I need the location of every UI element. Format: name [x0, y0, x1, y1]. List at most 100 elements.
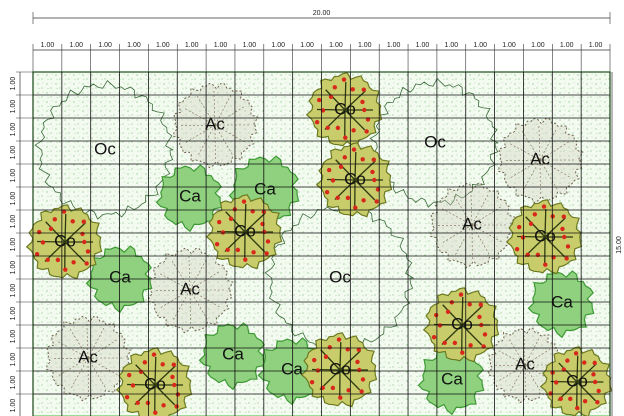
- flower: [565, 244, 571, 249]
- flower: [325, 125, 330, 131]
- flower: [151, 352, 157, 357]
- column-dimension: 1.00: [329, 42, 343, 49]
- shrub-branch: [498, 350, 526, 366]
- flower: [359, 389, 364, 394]
- tree-branch: [154, 365, 176, 386]
- flower: [558, 396, 563, 402]
- flower: [172, 382, 177, 388]
- column-dimension: 1.00: [41, 42, 55, 49]
- plant-label: Co: [144, 374, 166, 393]
- flower: [548, 391, 553, 396]
- flower: [468, 343, 473, 348]
- shrub-branch: [189, 271, 219, 291]
- shrub-branch: [499, 364, 526, 381]
- shrub-branch: [86, 324, 89, 359]
- row-dimension: 1.00: [10, 261, 17, 275]
- flower: [350, 87, 355, 92]
- shrub-branch: [214, 94, 232, 126]
- flower: [135, 400, 140, 406]
- flower: [362, 107, 367, 113]
- shrub-branch: [185, 124, 216, 143]
- tree-branch: [339, 341, 342, 371]
- flower: [364, 129, 369, 134]
- tree-branch: [320, 349, 341, 371]
- flower: [217, 219, 222, 225]
- tree-branch: [576, 381, 597, 402]
- flower: [360, 99, 365, 105]
- tree-canopy-outline: [34, 79, 174, 220]
- flower: [452, 340, 458, 346]
- shrub-branch: [87, 357, 118, 376]
- plant-label: Ac: [78, 347, 98, 366]
- tree-branch: [576, 355, 579, 383]
- flower: [330, 178, 336, 183]
- flower: [174, 404, 179, 409]
- flower: [517, 224, 522, 230]
- shrub-branch: [156, 289, 191, 292]
- tree-branch: [64, 241, 86, 263]
- flower: [55, 257, 61, 263]
- shrub-branch: [539, 159, 558, 190]
- flower: [478, 302, 483, 307]
- flower: [52, 217, 58, 222]
- shrub-branch: [510, 159, 541, 178]
- shrub-branch: [54, 357, 89, 360]
- flower: [309, 379, 315, 385]
- flower: [81, 219, 86, 224]
- flower: [564, 256, 569, 261]
- column-dimension: 1.00: [69, 42, 83, 49]
- flower: [437, 323, 443, 328]
- flower: [582, 360, 587, 365]
- shrub-branch: [189, 259, 207, 291]
- plant-label: Ac: [530, 149, 550, 168]
- flower: [361, 87, 366, 92]
- tree-branch: [576, 363, 597, 383]
- plant-label: Oc: [329, 267, 351, 286]
- flower: [560, 226, 565, 232]
- flower: [317, 97, 322, 103]
- flower: [262, 229, 267, 235]
- flower: [582, 398, 588, 404]
- row-dimension: 1.00: [10, 353, 17, 367]
- shrub-branch: [510, 364, 526, 392]
- flower: [341, 77, 347, 82]
- plant-label: Co: [566, 371, 588, 390]
- column-dimension: 1.00: [531, 42, 545, 49]
- flower: [138, 369, 144, 374]
- plant-label: Co: [344, 169, 366, 188]
- column-dimension: 1.00: [243, 42, 257, 49]
- tree-branch: [442, 304, 463, 326]
- shrub-branch: [188, 256, 191, 291]
- flower: [324, 189, 330, 195]
- flower: [82, 239, 87, 245]
- flower: [595, 399, 600, 405]
- tree-branch: [544, 217, 566, 238]
- flower: [371, 157, 376, 162]
- row-dimension: 1.00: [10, 307, 17, 321]
- plant-label: Co: [329, 359, 351, 378]
- shrub-branch: [509, 143, 541, 161]
- flower: [153, 410, 158, 415]
- flower: [360, 377, 366, 382]
- flower: [332, 85, 338, 90]
- shrub-branch: [214, 124, 245, 143]
- flower: [220, 230, 226, 235]
- column-dimension: 1.00: [271, 42, 285, 49]
- flower: [145, 400, 151, 406]
- flower: [431, 334, 437, 340]
- shrub-branch: [539, 141, 569, 161]
- flower: [575, 405, 580, 411]
- flower: [345, 195, 351, 201]
- flower: [351, 147, 357, 152]
- row-dimension: 1.00: [10, 77, 17, 91]
- column-dimension: 1.00: [560, 42, 574, 49]
- flower: [327, 345, 333, 350]
- shrub-branch: [214, 106, 244, 126]
- flower: [127, 372, 132, 378]
- row-dimension: 1.00: [10, 238, 17, 252]
- shrub-branch: [495, 364, 526, 366]
- flower: [568, 396, 573, 402]
- shrub-branch: [159, 273, 191, 291]
